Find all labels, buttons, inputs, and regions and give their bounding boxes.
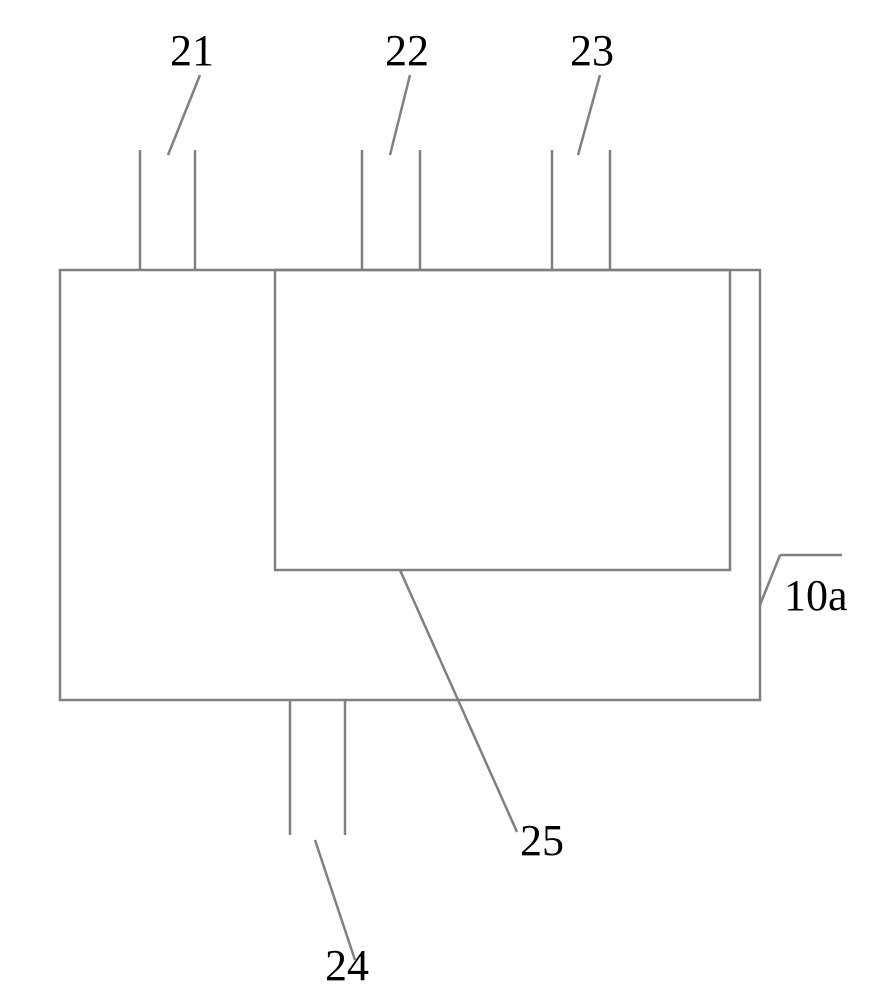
label-10a: 10a — [784, 570, 848, 621]
label-24: 24 — [325, 940, 369, 991]
leader-21 — [168, 75, 200, 155]
inner-box — [275, 270, 730, 570]
label-25: 25 — [520, 815, 564, 866]
label-21: 21 — [170, 25, 214, 76]
leader-10a-d — [760, 555, 780, 605]
label-22: 22 — [385, 25, 429, 76]
label-23: 23 — [570, 25, 614, 76]
diagram-canvas — [0, 0, 885, 1000]
leader-22 — [390, 75, 410, 155]
leader-23 — [578, 75, 600, 155]
outer-box — [60, 270, 760, 700]
